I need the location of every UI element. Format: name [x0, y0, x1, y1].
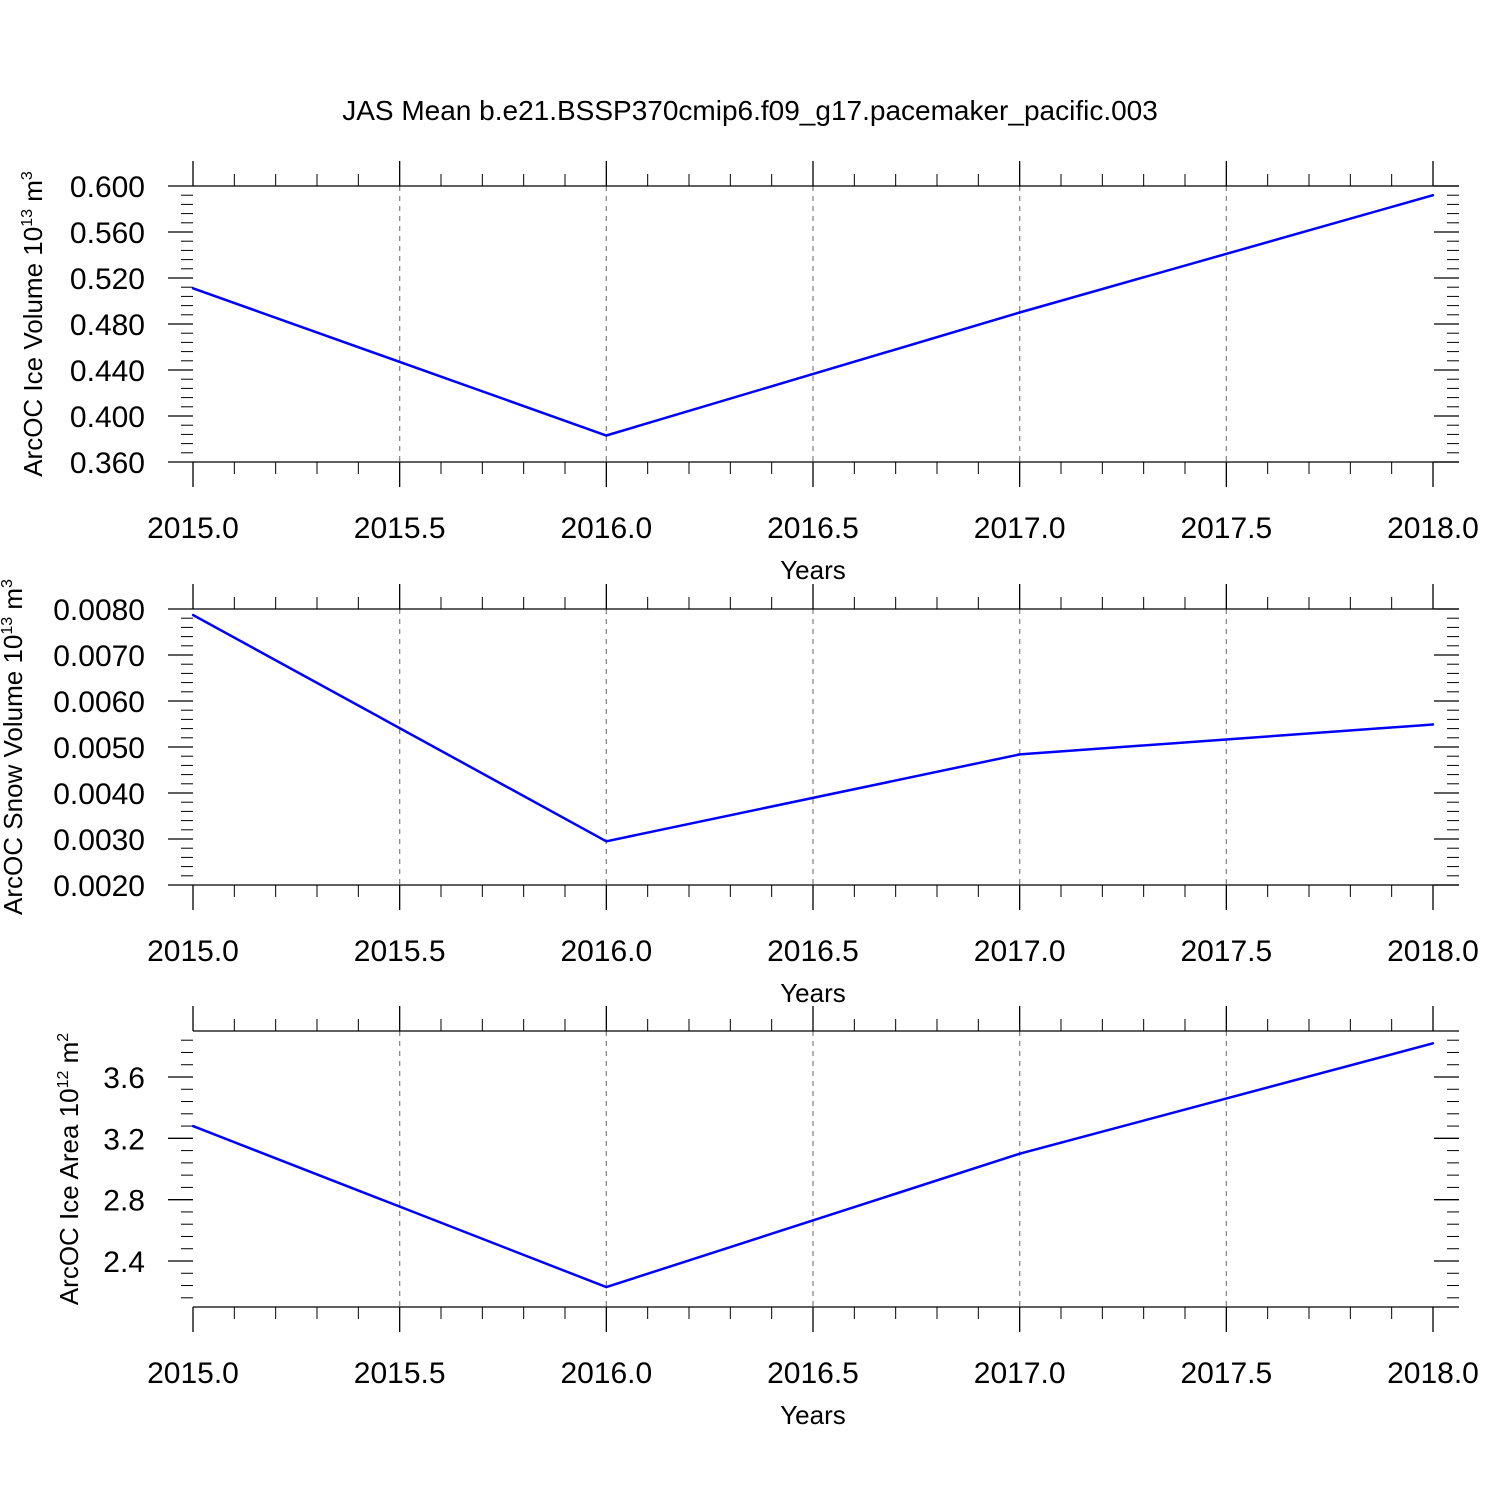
x-tick-label: 2016.5	[767, 512, 859, 545]
chart-panel-2: 2015.0 2015.5 2016.0 2016.5 2017.0 2017.5 2018…	[0, 579, 1479, 1008]
x-tick-label: 2017.0	[974, 512, 1066, 545]
x-tick-label: 2015.5	[354, 935, 446, 968]
y-tick-label: 0.600	[70, 171, 145, 204]
data-point	[605, 1285, 608, 1289]
y-tick-label: 0.360	[70, 447, 145, 480]
x-tick-label: 2016.0	[560, 1357, 652, 1390]
y-tick-label: 3.2	[103, 1123, 145, 1156]
data-point	[605, 840, 608, 843]
data-point	[1431, 194, 1435, 197]
y-tick-label: 0.520	[70, 263, 145, 296]
data-point	[1431, 723, 1435, 726]
y-tick-label: 0.0060	[53, 686, 145, 719]
x-tick-label: 2017.0	[974, 935, 1066, 968]
x-tick-label: 2015.0	[147, 512, 239, 545]
y-axis-label: ArcOC Ice Area 1012 m2	[54, 1033, 84, 1305]
y-tick-label: 0.400	[70, 401, 145, 434]
x-tick-label: 2018.0	[1387, 935, 1479, 968]
y-tick-label: 0.0080	[53, 594, 145, 627]
x-tick-label: 2017.5	[1180, 512, 1272, 545]
data-point	[1431, 1042, 1435, 1045]
y-tick-label: 0.0070	[53, 640, 145, 673]
figure-title: JAS Mean b.e21.BSSP370cmip6.f09_g17.pace…	[342, 95, 1158, 126]
y-tick-label: 2.8	[103, 1185, 145, 1218]
x-tick-label: 2015.0	[147, 1357, 239, 1390]
chart-panel-1: 2015.0 2015.5 2016.0 2016.5 2017.0 2017.5 2018…	[18, 161, 1479, 585]
data-point	[1018, 311, 1021, 314]
chart-panel-3: 2015.0 2015.5 2016.0 2016.5 2017.0 2017.5 2018…	[54, 1006, 1479, 1430]
x-axis-label: Years	[780, 555, 846, 585]
data-point	[191, 613, 195, 617]
y-tick-label: 0.0040	[53, 778, 145, 811]
y-tick-label: 3.6	[103, 1062, 145, 1095]
x-tick-label: 2015.5	[354, 512, 446, 545]
data-point	[605, 434, 608, 437]
x-tick-label: 2016.0	[560, 935, 652, 968]
y-tick-label: 0.0020	[53, 870, 145, 903]
data-line	[192, 193, 1434, 437]
chart-panels: 2015.0 2015.5 2016.0 2016.5 2017.0 2017.5 2018…	[0, 161, 1479, 1430]
y-axis-label: ArcOC Snow Volume 1013 m3	[0, 579, 28, 915]
x-tick-label: 2016.0	[560, 512, 652, 545]
y-tick-label: 0.0030	[53, 824, 145, 857]
y-tick-label: 0.560	[70, 217, 145, 250]
x-axis-label: Years	[780, 978, 846, 1008]
data-point	[191, 1124, 195, 1128]
data-point	[1018, 753, 1021, 756]
y-tick-label: 0.440	[70, 355, 145, 388]
y-tick-label: 2.4	[103, 1246, 145, 1279]
y-tick-label: 0.0050	[53, 732, 145, 765]
data-point	[191, 287, 195, 290]
x-tick-label: 2018.0	[1387, 512, 1479, 545]
data-point	[1018, 1152, 1021, 1155]
data-line	[192, 613, 1434, 843]
x-tick-label: 2016.5	[767, 1357, 859, 1390]
x-tick-label: 2015.5	[354, 1357, 446, 1390]
x-tick-label: 2018.0	[1387, 1357, 1479, 1390]
x-tick-label: 2015.0	[147, 935, 239, 968]
x-tick-label: 2017.5	[1180, 935, 1272, 968]
y-axis-label: ArcOC Ice Volume 1013 m3	[18, 171, 48, 477]
data-line	[192, 1042, 1434, 1289]
x-axis-label: Years	[780, 1400, 846, 1430]
x-tick-label: 2017.0	[974, 1357, 1066, 1390]
x-tick-label: 2017.5	[1180, 1357, 1272, 1390]
x-tick-label: 2016.5	[767, 935, 859, 968]
y-tick-label: 0.480	[70, 309, 145, 342]
